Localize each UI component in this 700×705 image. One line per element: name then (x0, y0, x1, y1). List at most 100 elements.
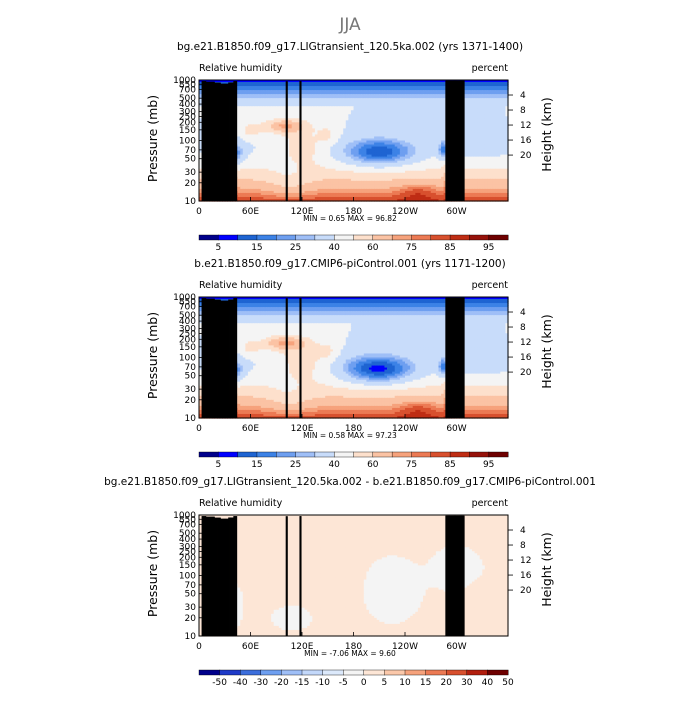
heatmap-cell (304, 100, 308, 103)
heatmap-cell (425, 110, 429, 113)
heatmap-cell (343, 80, 347, 83)
heatmap-cell (381, 114, 385, 117)
heatmap-cell (237, 116, 241, 119)
heatmap-cell (489, 94, 494, 97)
heatmap-cell (271, 94, 275, 97)
heatmap-cell (430, 92, 434, 95)
heatmap-cell (502, 98, 507, 101)
heatmap-cell (291, 106, 295, 109)
heatmap-cell (322, 110, 326, 113)
heatmap-cell (338, 106, 342, 109)
heatmap-cell (276, 116, 280, 119)
heatmap-cell (386, 108, 391, 111)
heatmap-cell (265, 86, 270, 89)
heatmap-cell (273, 106, 277, 109)
heatmap-cell (307, 100, 311, 103)
heatmap-cell (397, 108, 401, 111)
heatmap-cell (240, 102, 244, 105)
heatmap-cell (294, 110, 298, 113)
heatmap-cell (392, 116, 396, 119)
heatmap-cell (327, 102, 331, 105)
heatmap-cell (335, 88, 339, 91)
heatmap-cell (309, 86, 313, 89)
heatmap-cell (384, 84, 388, 87)
heatmap-cell (412, 102, 416, 105)
heatmap-cell (294, 96, 298, 99)
heatmap-cell (386, 106, 391, 109)
heatmap-cell (363, 82, 367, 85)
heatmap-cell (487, 108, 491, 111)
heatmap-cell (497, 80, 501, 83)
heatmap-cell (327, 100, 331, 103)
heatmap-cell (312, 116, 316, 119)
heatmap-cell (317, 80, 321, 83)
heatmap-cell (356, 116, 360, 119)
heatmap-cell (260, 98, 264, 101)
heatmap-cell (330, 98, 334, 101)
heatmap-cell (500, 86, 504, 89)
heatmap-cell (405, 114, 409, 117)
heatmap-cell (471, 88, 476, 91)
heatmap-cell (291, 110, 295, 113)
heatmap-cell (379, 92, 383, 95)
heatmap-cell (260, 116, 264, 119)
heatmap-cell (245, 86, 249, 89)
heatmap-cell (289, 100, 293, 103)
heatmap-cell (394, 80, 398, 83)
heatmap-cell (343, 82, 347, 85)
heatmap-cell (484, 102, 488, 105)
heatmap-cell (283, 94, 288, 97)
heatmap-cell (386, 86, 391, 89)
heatmap-cell (474, 108, 478, 111)
heatmap-cell (368, 102, 373, 105)
heatmap-cell (502, 104, 507, 107)
heatmap-cell (294, 88, 298, 91)
heatmap-cell (392, 94, 396, 97)
heatmap-cell (312, 102, 316, 105)
heatmap-cell (242, 84, 246, 87)
heatmap-cell (332, 108, 337, 111)
heatmap-cell (466, 84, 470, 87)
heatmap-cell (255, 108, 259, 111)
heatmap-cell (505, 116, 509, 119)
heatmap-cell (314, 90, 319, 93)
heatmap-cell (283, 86, 288, 89)
heatmap-cell (340, 100, 344, 103)
heatmap-cell (242, 106, 246, 109)
heatmap-cell (466, 116, 470, 119)
heatmap-cell (263, 108, 267, 111)
heatmap-cell (376, 90, 380, 93)
heatmap-cell (265, 90, 270, 93)
heatmap-cell (345, 92, 349, 95)
heatmap-cell (438, 88, 442, 91)
heatmap-cell (253, 94, 257, 97)
heatmap-cell (278, 98, 282, 101)
heatmap-cell (368, 94, 373, 97)
heatmap-cell (255, 86, 259, 89)
heatmap-cell (361, 86, 365, 89)
heatmap-cell (276, 114, 280, 117)
heatmap-cell (317, 88, 321, 91)
heatmap-cell (250, 102, 254, 105)
heatmap-cell (348, 84, 352, 87)
heatmap-cell (345, 80, 349, 83)
heatmap-cell (443, 94, 447, 97)
heatmap-cell (332, 116, 337, 119)
heatmap-cell (374, 108, 378, 111)
heatmap-cell (405, 104, 409, 107)
heatmap-cell (441, 110, 445, 113)
heatmap-cell (471, 104, 476, 107)
heatmap-cell (245, 96, 249, 99)
heatmap-cell (304, 102, 308, 105)
heatmap-cell (273, 88, 277, 91)
heatmap-cell (466, 108, 470, 111)
heatmap-cell (371, 116, 375, 119)
heatmap-cell (281, 112, 285, 115)
heatmap-cell (255, 110, 259, 113)
heatmap-cell (304, 114, 308, 117)
heatmap-cell (394, 116, 398, 119)
heatmap-cell (482, 82, 486, 85)
heatmap-cell (363, 86, 367, 89)
heatmap-cell (250, 106, 254, 109)
heatmap-cell (304, 96, 308, 99)
